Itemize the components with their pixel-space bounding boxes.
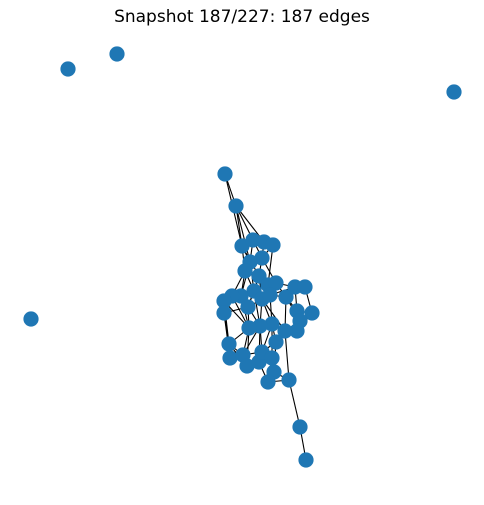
graph-node: [222, 350, 238, 366]
nodes-layer: [23, 46, 462, 468]
plot-title: Snapshot 187/227: 187 edges: [114, 7, 370, 27]
graph-edge: [288, 379, 301, 428]
graph-node: [254, 250, 270, 266]
graph-node: [262, 287, 278, 303]
graph-node: [446, 84, 462, 100]
graph-node: [239, 358, 255, 374]
graph-node: [221, 336, 237, 352]
graph-node: [304, 305, 320, 321]
graph-node: [264, 350, 280, 366]
graph-node: [264, 316, 280, 332]
graph-node: [268, 275, 284, 291]
graph-node: [268, 334, 284, 350]
graph-node: [228, 198, 244, 214]
graph-node: [292, 419, 308, 435]
graph-node: [289, 323, 305, 339]
graph-node: [277, 323, 293, 339]
graph-node: [216, 305, 232, 321]
graph-edge: [235, 205, 251, 263]
graph-node: [240, 299, 256, 315]
graph-node: [281, 372, 297, 388]
graph-node: [23, 311, 39, 327]
graph-node: [265, 237, 281, 253]
graph-node: [217, 166, 233, 182]
graph-node: [241, 320, 257, 336]
graph-edge: [284, 330, 290, 381]
graph-node: [278, 289, 294, 305]
graph-node: [237, 263, 253, 279]
graph-node: [297, 279, 313, 295]
graph-node: [109, 46, 125, 62]
graph-node: [260, 374, 276, 390]
graph-node: [298, 452, 314, 468]
graph-node: [216, 293, 232, 309]
graph-node: [60, 61, 76, 77]
